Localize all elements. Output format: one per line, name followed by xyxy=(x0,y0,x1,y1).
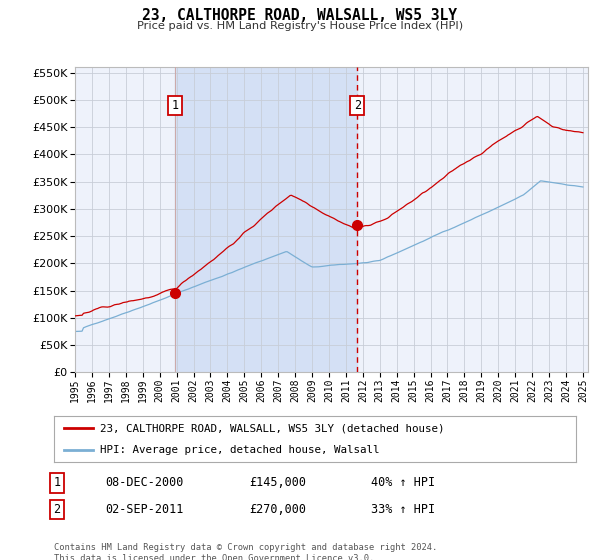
Text: HPI: Average price, detached house, Walsall: HPI: Average price, detached house, Wals… xyxy=(100,445,379,455)
Text: Price paid vs. HM Land Registry's House Price Index (HPI): Price paid vs. HM Land Registry's House … xyxy=(137,21,463,31)
Text: 23, CALTHORPE ROAD, WALSALL, WS5 3LY: 23, CALTHORPE ROAD, WALSALL, WS5 3LY xyxy=(143,8,458,24)
Text: £145,000: £145,000 xyxy=(249,476,306,489)
Text: 1: 1 xyxy=(172,99,179,112)
Text: 2: 2 xyxy=(353,99,361,112)
Text: 23, CALTHORPE ROAD, WALSALL, WS5 3LY (detached house): 23, CALTHORPE ROAD, WALSALL, WS5 3LY (de… xyxy=(100,423,445,433)
Text: 1: 1 xyxy=(53,476,61,489)
Text: 2: 2 xyxy=(53,503,61,516)
Text: 02-SEP-2011: 02-SEP-2011 xyxy=(105,503,184,516)
Text: 33% ↑ HPI: 33% ↑ HPI xyxy=(371,503,435,516)
Text: 08-DEC-2000: 08-DEC-2000 xyxy=(105,476,184,489)
Bar xyxy=(175,67,357,372)
Text: Contains HM Land Registry data © Crown copyright and database right 2024.
This d: Contains HM Land Registry data © Crown c… xyxy=(54,543,437,560)
Text: £270,000: £270,000 xyxy=(249,503,306,516)
Text: 40% ↑ HPI: 40% ↑ HPI xyxy=(371,476,435,489)
